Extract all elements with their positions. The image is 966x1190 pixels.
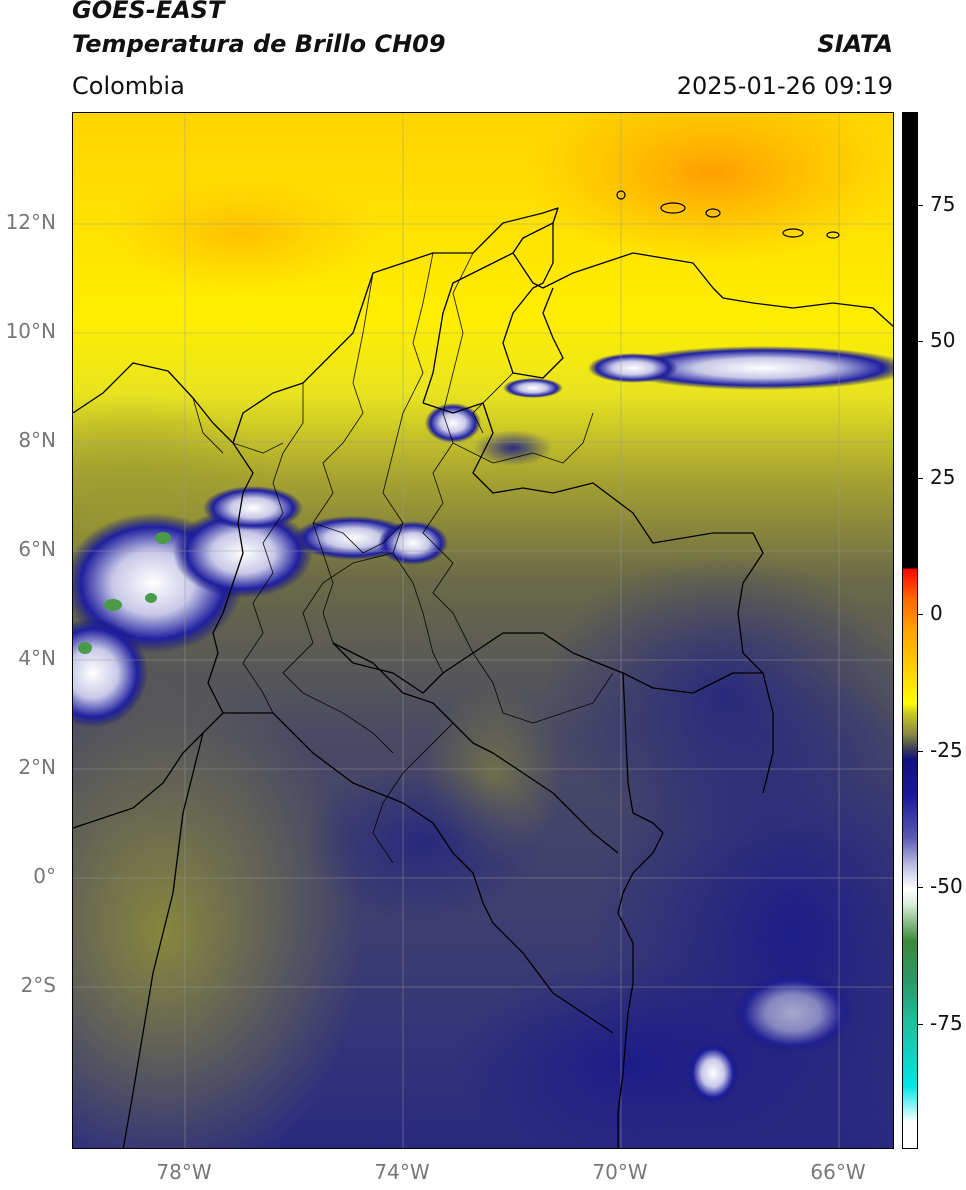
lat-label: 6°N [18, 537, 56, 561]
colorbar-label: 0 [930, 601, 943, 625]
lat-label: 0° [33, 864, 56, 888]
colorbar-tick [918, 887, 923, 888]
lat-label: 2°N [18, 755, 56, 779]
lat-label: 12°N [5, 210, 56, 234]
colorbar-tick [918, 614, 923, 615]
colorbar-label: -25 [930, 738, 963, 762]
lat-label: 4°N [18, 646, 56, 670]
colorbar-tick [918, 341, 923, 342]
lon-label: 74°W [374, 1160, 430, 1184]
title-satellite: GOES-EAST [72, 0, 225, 24]
source-label: SIATA [817, 30, 893, 58]
colorbar-label: -50 [930, 874, 963, 898]
lon-label: 78°W [156, 1160, 212, 1184]
colorbar-label: 50 [930, 328, 956, 352]
colorbar-tick [918, 1024, 923, 1025]
timestamp-label: 2025-01-26 09:19 [676, 72, 893, 100]
colorbar [902, 112, 918, 1149]
colorbar-tick [918, 751, 923, 752]
lon-label: 66°W [810, 1160, 866, 1184]
region-label: Colombia [72, 72, 185, 100]
title-product: Temperatura de Brillo CH09 [72, 30, 446, 58]
colorbar-tick [918, 478, 923, 479]
lat-label: 10°N [5, 319, 56, 343]
colorbar-label: 75 [930, 192, 956, 216]
colorbar-tick [918, 205, 923, 206]
colorbar-label: -75 [930, 1011, 963, 1035]
lon-label: 70°W [592, 1160, 648, 1184]
lat-label: 8°N [18, 428, 56, 452]
lat-label: 2°S [20, 973, 56, 997]
satellite-map[interactable] [72, 112, 894, 1149]
colorbar-label: 25 [930, 465, 956, 489]
